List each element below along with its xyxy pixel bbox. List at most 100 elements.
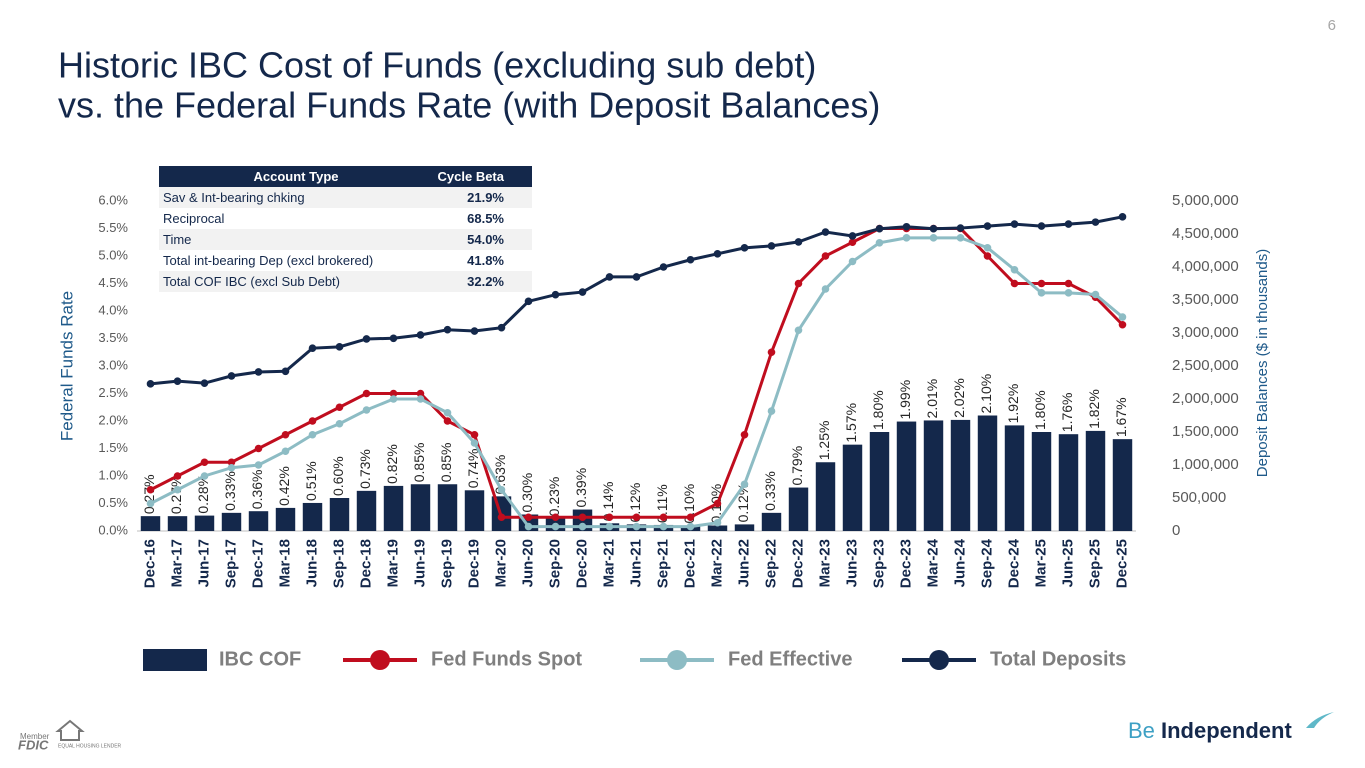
bar-label: 0.11% — [654, 484, 670, 523]
y2-tick-label: 5,000,000 — [1172, 192, 1239, 209]
series-point — [929, 224, 938, 233]
bar — [815, 462, 836, 531]
series-point — [308, 417, 317, 425]
brand-independent: Independent — [1161, 718, 1292, 743]
series-point — [821, 285, 830, 293]
x-tick-label: Mar-22 — [708, 539, 725, 587]
x-tick-label: Sep-19 — [438, 539, 455, 588]
series-point — [632, 273, 641, 281]
series-point — [767, 242, 776, 250]
series-point — [227, 458, 236, 467]
bar-label: 0.42% — [276, 466, 292, 506]
x-tick-label: Mar-19 — [384, 539, 401, 587]
member-text: Member — [20, 732, 50, 741]
bar — [302, 502, 323, 531]
series-point — [254, 368, 263, 376]
bar-label: 1.99% — [897, 380, 913, 420]
bar-label: 0.82% — [384, 444, 400, 484]
bar — [1004, 425, 1025, 531]
bar — [977, 415, 998, 531]
series-point — [956, 234, 965, 242]
y-tick-label: 3.0% — [98, 357, 128, 372]
legend-label: Total Deposits — [990, 648, 1126, 670]
series-point — [200, 379, 209, 387]
bar-label: 0.85% — [411, 443, 427, 483]
bar — [383, 485, 404, 531]
table-row-bg — [159, 250, 532, 271]
bar — [140, 516, 161, 531]
series-point — [173, 377, 182, 385]
x-tick-label: Jun-21 — [627, 539, 644, 587]
x-tick-label: Mar-21 — [600, 539, 617, 587]
bar-label: 0.27% — [141, 474, 157, 514]
series-point — [416, 331, 425, 339]
bar-label: 0.74% — [465, 449, 481, 489]
bar — [248, 511, 269, 531]
bar — [788, 487, 809, 531]
x-tick-label: Sep-22 — [762, 539, 779, 588]
table-cell: Sav & Int-bearing chking — [163, 190, 305, 205]
bar-label: 2.10% — [978, 374, 994, 414]
series-point — [146, 499, 155, 508]
table-cell: Time — [163, 232, 191, 247]
lender-text: EQUAL HOUSING LENDER — [58, 743, 122, 749]
series-point — [362, 406, 371, 414]
series-point — [767, 407, 776, 415]
y2-tick-label: 500,000 — [1172, 489, 1226, 506]
legend-marker — [370, 650, 390, 670]
bar-label: 0.36% — [249, 469, 265, 509]
series-point — [632, 513, 641, 522]
series-point — [605, 522, 614, 531]
series-point — [902, 234, 911, 242]
bar-label: 0.33% — [762, 471, 778, 511]
bar — [950, 419, 971, 531]
series-point — [659, 513, 668, 522]
series-point — [1091, 218, 1100, 226]
series-point — [1010, 279, 1019, 288]
y-tick-label: 6.0% — [98, 192, 128, 207]
series-point — [686, 255, 695, 264]
series-point — [1064, 279, 1073, 288]
bar-label: 1.76% — [1059, 392, 1075, 432]
bar-label: 0.30% — [519, 473, 535, 513]
bar-label: 1.57% — [843, 403, 859, 443]
series-point — [551, 513, 560, 522]
bar — [869, 432, 890, 531]
bar-label: 0.28% — [195, 474, 211, 514]
series-point — [956, 224, 965, 232]
series-point — [686, 513, 695, 522]
table-cell: Reciprocal — [163, 211, 225, 226]
series-point — [1037, 222, 1046, 230]
bar-label: 1.25% — [816, 421, 832, 461]
series-point — [740, 430, 749, 439]
bar-label: 1.80% — [1032, 390, 1048, 430]
bar-label: 0.33% — [222, 471, 238, 511]
series-point — [902, 222, 911, 231]
series-point — [875, 239, 884, 247]
beta-table: Account Type Cycle Beta Sav & Int-bearing … — [159, 166, 532, 292]
x-tick-label: Dec-16 — [141, 539, 158, 588]
y2-tick-label: 4,500,000 — [1172, 225, 1239, 242]
series-point — [335, 343, 344, 351]
x-tick-label: Sep-24 — [978, 538, 995, 588]
series-point — [551, 290, 560, 299]
series-point — [254, 444, 263, 453]
bar-label: 2.01% — [924, 379, 940, 419]
bar — [842, 444, 863, 531]
bar — [1058, 434, 1079, 531]
x-tick-label: Dec-24 — [1005, 538, 1022, 588]
brand-be: Be — [1128, 718, 1155, 743]
x-tick-label: Jun-25 — [1059, 539, 1076, 587]
table-header: Account Type — [254, 169, 339, 184]
series-point — [173, 472, 182, 480]
series-point — [848, 238, 857, 247]
legend-label: Fed Funds Spot — [431, 648, 582, 670]
table-row-bg — [159, 271, 532, 292]
series-point — [929, 234, 938, 242]
series-point — [389, 389, 398, 398]
legend-swatch — [143, 649, 207, 671]
series-point — [767, 348, 776, 357]
bar-label: 0.85% — [438, 443, 454, 483]
series-point — [848, 257, 857, 266]
x-tick-label: Jun-19 — [411, 539, 428, 587]
